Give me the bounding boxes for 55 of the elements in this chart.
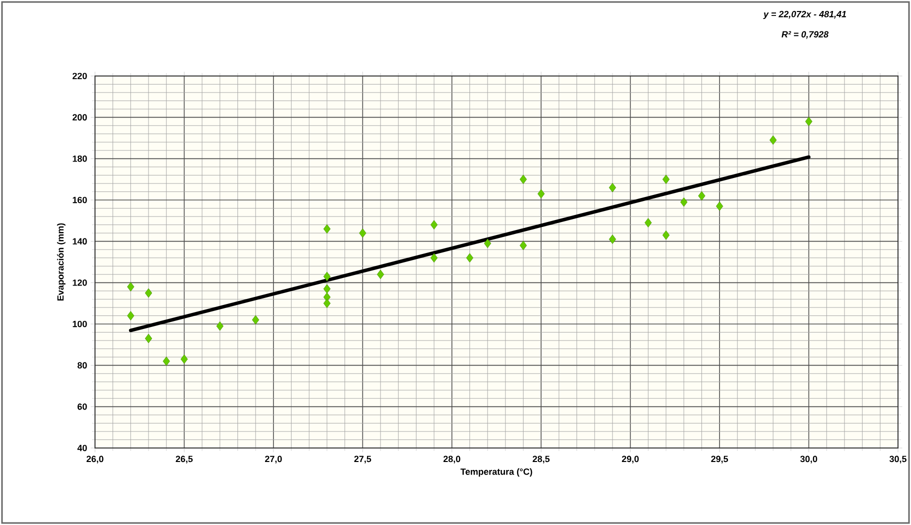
point [323,298,331,308]
point [127,282,134,292]
point [644,218,652,228]
y-tick-label: 80 [78,362,87,369]
x-tick-label: 26,0 [86,456,104,464]
point [520,240,527,250]
point [359,228,366,238]
y-axis-title: Evaporación (mm) [56,223,66,301]
point [680,197,688,207]
x-tick-label: 27,5 [354,456,372,464]
y-tick-label: 140 [72,238,87,245]
point [127,311,134,320]
point [608,234,616,244]
y-tick-label: 160 [72,196,87,204]
x-tick-label: 30,5 [889,456,906,464]
x-tick-label: 30,0 [800,456,818,464]
text: y = 22,072x - 481,41 [763,10,846,20]
y-tick-label: 100 [72,320,87,328]
x-tick-label: 28,0 [443,456,460,464]
point [180,354,188,364]
point [323,284,331,294]
x-axis-title: Temperatura (°C) [460,468,532,477]
point [430,253,438,263]
point [144,334,152,344]
point [376,270,384,280]
y-tick-label: 60 [78,403,87,410]
x-tick-label: 28,5 [532,456,550,464]
y-tick-label: 200 [72,114,87,121]
point [323,272,331,282]
point [608,182,616,192]
point [466,253,474,263]
point [484,238,492,248]
x-tick-label: 26,5 [176,456,193,464]
y-tick-label: 120 [72,279,87,286]
y-tick-label: 180 [72,155,87,162]
point [162,356,170,366]
point [252,315,260,325]
y-tick-label: 220 [72,72,87,80]
point [698,191,706,201]
point [662,174,670,184]
point [144,288,152,298]
point [716,202,724,211]
point [770,135,777,145]
x-tick-label: 27,0 [265,456,282,464]
point [538,189,545,198]
y-tick-label: 40 [77,444,87,452]
point [430,220,438,230]
x-tick-label: 29,0 [622,456,639,464]
point [805,116,812,126]
x-tick-label: 29,5 [711,456,728,464]
point [323,224,331,234]
point [520,174,527,184]
text: R² = 0,7928 [782,31,829,39]
point [216,321,224,331]
point [662,230,670,240]
